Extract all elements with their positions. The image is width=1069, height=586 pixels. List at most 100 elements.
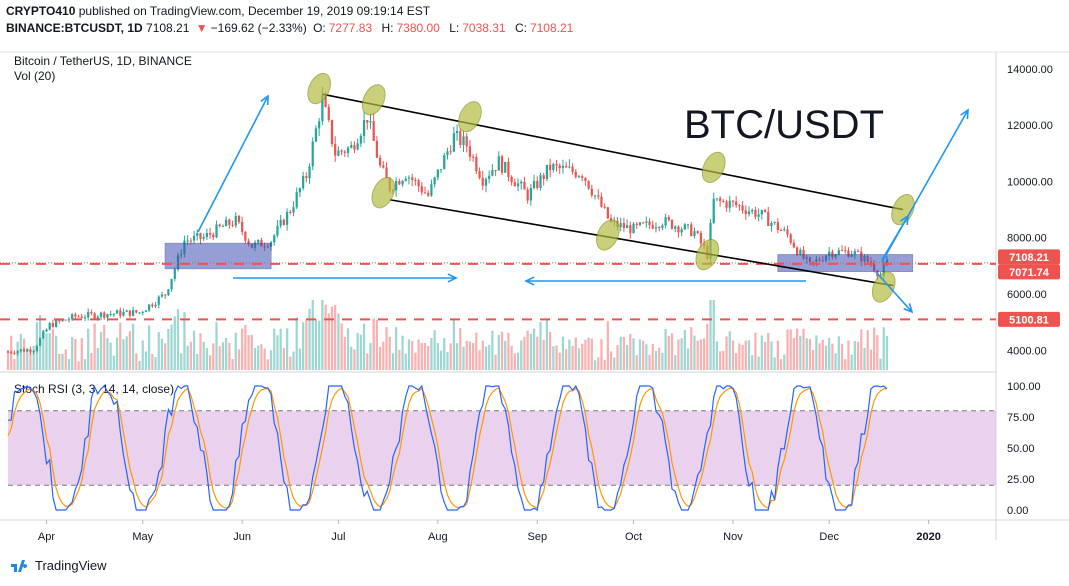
candle-body <box>513 182 516 187</box>
volume-bar <box>385 327 388 370</box>
x-tick-label: May <box>132 531 153 543</box>
touch-point-ellipse <box>701 151 726 183</box>
volume-bar <box>860 329 863 370</box>
volume-bar <box>160 338 164 370</box>
candle-body <box>728 200 731 208</box>
volume-bar <box>362 323 366 370</box>
candle-body <box>144 310 148 313</box>
volume-bar <box>808 338 812 370</box>
candle-body <box>760 209 763 215</box>
candle-body <box>154 304 157 307</box>
volume-bar <box>731 340 735 370</box>
volume-bar <box>491 330 494 370</box>
candle-body <box>516 183 520 187</box>
chart-title: Bitcoin / TetherUS, 1D, BINANCE <box>14 54 192 68</box>
volume-bar <box>6 350 10 370</box>
candle-body <box>715 198 719 200</box>
stoch-y-tick-label: 75.00 <box>1007 412 1035 424</box>
volume-bar <box>208 355 212 370</box>
candle-body <box>109 313 112 315</box>
candle-body <box>115 310 119 314</box>
volume-bar <box>459 327 462 370</box>
volume-bar <box>651 343 654 370</box>
volume-bar <box>279 328 282 370</box>
volume-bar <box>346 328 350 370</box>
candle-body <box>420 186 423 193</box>
volume-bar <box>609 351 613 370</box>
touch-point-ellipse <box>871 271 896 303</box>
candle-body <box>590 188 593 196</box>
candle-body <box>468 146 472 157</box>
volume-bar <box>343 336 346 370</box>
volume-bar <box>77 361 80 370</box>
candle-body <box>308 166 311 179</box>
candle-body <box>571 166 574 172</box>
candle-body <box>799 249 802 255</box>
candle-body <box>696 231 699 233</box>
candle-body <box>125 310 128 312</box>
volume-bar <box>481 340 484 370</box>
volume-bar <box>452 319 456 370</box>
volume-bar <box>882 327 885 370</box>
volume-bar <box>552 346 555 370</box>
volume-bar <box>93 323 96 370</box>
candle-body <box>151 304 154 307</box>
volume-bar <box>613 357 616 370</box>
volume-bar <box>523 336 526 370</box>
candle-body <box>257 239 260 243</box>
price-label-text: 7071.74 <box>1009 267 1050 279</box>
volume-bar <box>391 353 395 370</box>
volume-bar <box>497 335 500 370</box>
volume-bar <box>154 357 157 370</box>
volume-bar <box>96 348 99 370</box>
candle-body <box>725 201 728 208</box>
volume-bar <box>237 349 241 370</box>
volume-bar <box>298 348 302 370</box>
volume-bar <box>83 359 87 370</box>
candle-body <box>693 231 696 236</box>
volume-bar <box>202 341 205 370</box>
volume-bar <box>680 338 683 370</box>
candle-body <box>658 227 661 229</box>
candle-body <box>510 176 513 183</box>
volume-bar <box>157 332 160 370</box>
candle-body <box>488 175 491 179</box>
volume-bar <box>738 343 741 370</box>
volume-bar <box>350 346 353 370</box>
candle-body <box>670 219 674 229</box>
volume-bar <box>712 300 715 370</box>
volume-bar <box>844 359 847 370</box>
candle-body <box>135 310 138 313</box>
volume-bar <box>295 317 298 370</box>
candle-body <box>568 166 571 168</box>
arrow-head-icon <box>524 276 535 286</box>
publisher-name[interactable]: CRYPTO410 <box>6 4 76 18</box>
candle-body <box>680 229 683 233</box>
footer-brand[interactable]: TradingView <box>35 558 107 573</box>
volume-bar <box>398 349 401 370</box>
volume-bar <box>58 353 61 370</box>
volume-bar <box>369 343 372 370</box>
y-tick-label: 12000.00 <box>1007 120 1053 132</box>
candle-body <box>475 157 478 172</box>
volume-bar <box>141 340 144 370</box>
tradingview-logo-icon <box>11 559 28 572</box>
candle-body <box>584 177 587 181</box>
candle-body <box>160 294 164 297</box>
volume-bar <box>151 353 154 370</box>
candle-body <box>581 176 584 178</box>
candle-body <box>247 240 250 244</box>
volume-bar <box>301 322 305 370</box>
volume-bar <box>285 328 289 370</box>
volume-bar <box>42 330 45 370</box>
candle-body <box>603 206 606 208</box>
candle-body <box>164 294 167 296</box>
projection-arrow <box>197 95 269 233</box>
touch-point-ellipse <box>695 239 720 271</box>
volume-bar <box>507 332 510 370</box>
candle-body <box>279 219 282 226</box>
candle-body <box>645 221 648 223</box>
candle-body <box>455 130 459 134</box>
x-tick-label: Apr <box>38 531 55 543</box>
